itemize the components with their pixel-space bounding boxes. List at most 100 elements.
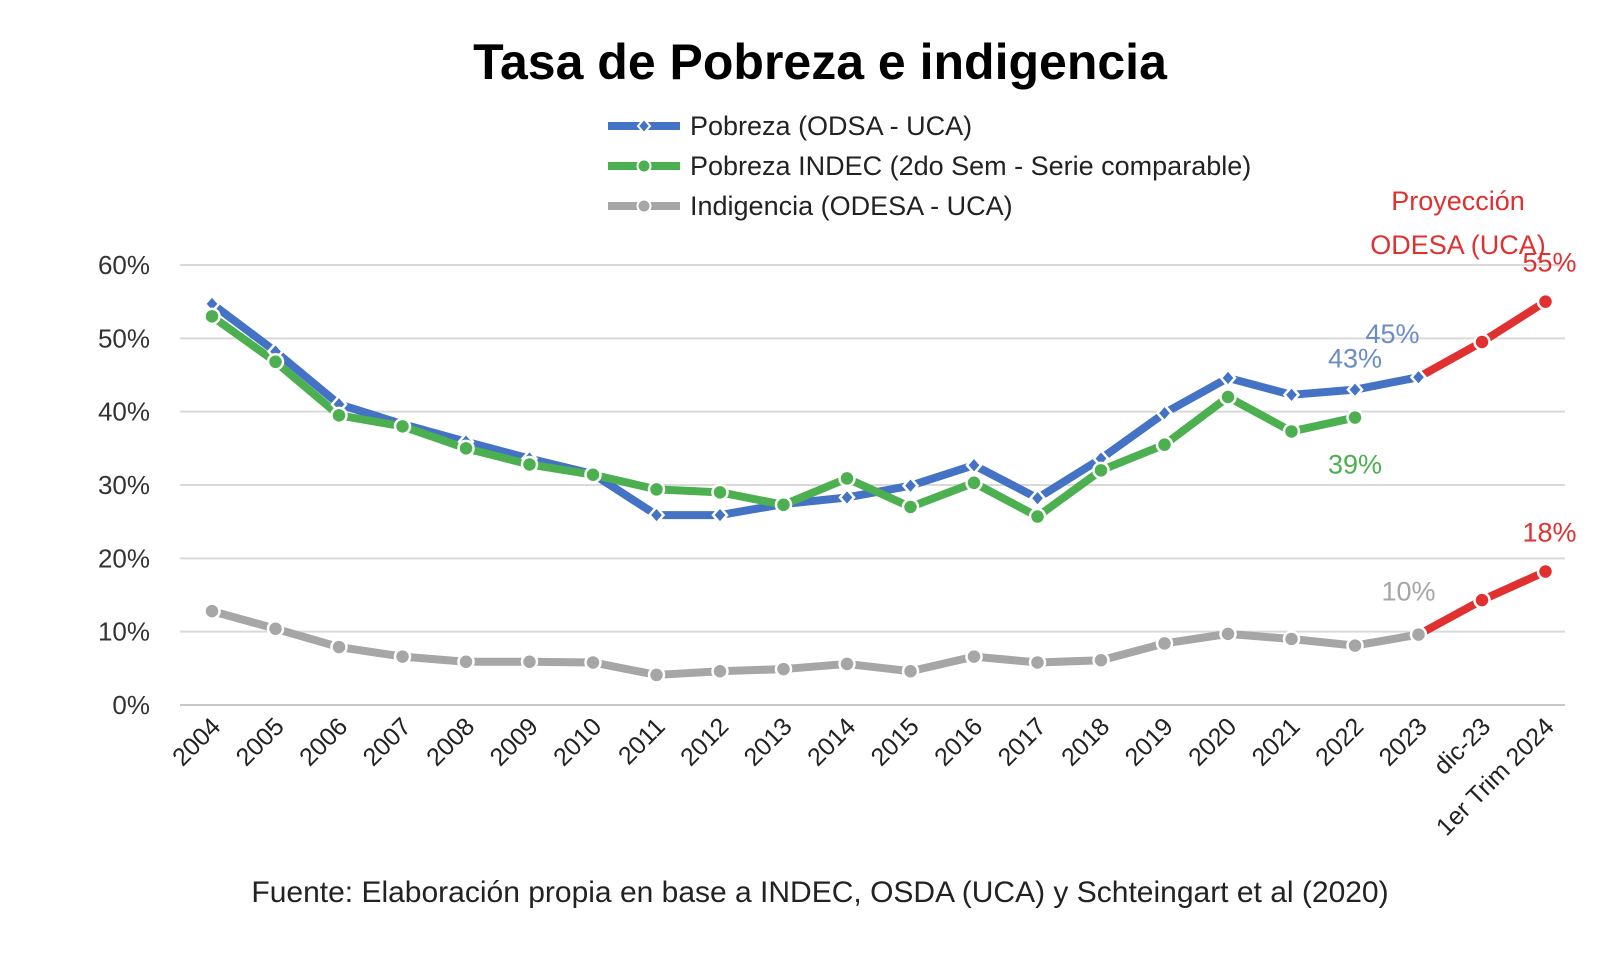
x-tick-label: 2006 — [294, 712, 353, 771]
data-point — [774, 496, 793, 514]
data-point — [1092, 651, 1110, 670]
data-point — [965, 474, 983, 492]
legend-swatch-marker — [636, 158, 652, 174]
data-point — [584, 653, 602, 672]
projection-point — [1473, 591, 1491, 609]
data-point — [1282, 422, 1301, 441]
data-point — [1092, 461, 1110, 480]
source-note: Fuente: Elaboración propia en base a IND… — [251, 876, 1388, 909]
data-point — [711, 483, 729, 502]
data-point — [266, 619, 285, 638]
data-point — [1155, 634, 1174, 653]
data-point — [647, 480, 666, 499]
data-point — [1028, 507, 1047, 526]
data-point — [1219, 388, 1237, 406]
y-tick-label: 20% — [98, 543, 150, 573]
data-point — [647, 666, 666, 684]
data-point — [1028, 488, 1047, 509]
data-point — [1282, 384, 1301, 405]
chart-title: Tasa de Pobreza e indigencia — [473, 34, 1168, 90]
data-point — [266, 353, 285, 371]
data-point — [457, 439, 475, 458]
data-point — [901, 475, 920, 496]
x-tick-label: 2020 — [1183, 712, 1242, 771]
data-point — [330, 638, 348, 656]
legend-swatch-marker — [636, 117, 652, 135]
y-tick-label: 30% — [98, 470, 150, 500]
data-label: 45% — [1365, 319, 1419, 349]
x-tick-label: 2018 — [1056, 712, 1115, 771]
data-point — [647, 505, 666, 525]
projection-point — [1536, 562, 1555, 581]
y-tick-label: 40% — [98, 397, 150, 427]
x-tick-label: 2013 — [739, 712, 798, 771]
data-point — [1219, 368, 1237, 388]
legend-label: Pobreza INDEC (2do Sem - Serie comparabl… — [690, 151, 1251, 181]
y-tick-label: 50% — [98, 323, 150, 353]
series-line — [208, 607, 1423, 679]
data-point — [1219, 625, 1237, 643]
data-point — [774, 660, 793, 678]
data-point — [838, 469, 856, 488]
projection-point — [1536, 292, 1555, 311]
data-point — [1409, 625, 1428, 644]
x-tick-label: 2022 — [1310, 712, 1369, 771]
series-markers — [203, 292, 1555, 684]
series-line — [208, 299, 1423, 520]
data-point — [838, 487, 856, 508]
x-tick-label: 2014 — [802, 712, 861, 771]
data-point — [838, 655, 856, 673]
y-tick-label: 60% — [98, 250, 150, 280]
data-label: 39% — [1328, 450, 1382, 480]
x-tick-label: 2023 — [1374, 712, 1433, 771]
y-tick-label: 0% — [112, 690, 150, 720]
legend-label: Pobreza (ODSA - UCA) — [690, 111, 972, 141]
data-label: 18% — [1522, 518, 1576, 548]
x-tick-label: 2008 — [421, 712, 480, 771]
data-point — [520, 652, 539, 671]
data-point — [457, 652, 475, 671]
projection-label-line2: ODESA (UCA) — [1370, 230, 1546, 260]
data-point — [1346, 408, 1364, 427]
data-point — [393, 647, 412, 666]
x-tick-label: 2017 — [993, 712, 1052, 771]
gridlines — [180, 264, 1565, 706]
y-axis: 0% 10% 20% 30% 40% 50% 60% — [98, 250, 150, 720]
data-point — [1409, 367, 1428, 388]
x-tick-label: 2016 — [929, 712, 988, 771]
x-tick-label: 2011 — [613, 712, 671, 770]
x-tick-label: 2007 — [358, 712, 417, 771]
data-labels: 43%45% 55% 39% 10% 18% — [1328, 248, 1577, 607]
x-tick-label: 2009 — [485, 712, 544, 771]
projection-point — [1473, 333, 1491, 351]
data-point — [965, 647, 983, 666]
x-tick-label: 2021 — [1247, 712, 1306, 771]
data-point — [965, 455, 983, 476]
x-tick-label: 2004 — [167, 712, 226, 771]
data-point — [1282, 630, 1301, 648]
legend-label: Indigencia (ODESA - UCA) — [690, 191, 1013, 221]
data-point — [330, 406, 348, 425]
data-point — [901, 662, 920, 681]
data-point — [203, 602, 221, 620]
x-tick-label: 2010 — [548, 712, 607, 771]
projection-label-line1: Proyección — [1391, 186, 1525, 216]
y-tick-label: 10% — [98, 617, 150, 647]
data-point — [203, 307, 221, 326]
data-point — [1346, 379, 1364, 400]
data-label: 10% — [1381, 577, 1435, 607]
data-point — [520, 455, 539, 474]
data-point — [1028, 653, 1047, 672]
data-point — [393, 417, 412, 436]
x-tick-label: 2015 — [866, 712, 925, 771]
legend: Pobreza (ODSA - UCA) Pobreza INDEC (2do S… — [608, 111, 1251, 221]
data-point — [1346, 636, 1364, 655]
data-point — [711, 505, 729, 525]
legend-swatch-marker — [636, 198, 652, 214]
data-point — [584, 465, 602, 484]
data-label: 55% — [1522, 248, 1576, 278]
x-tick-label: 2005 — [231, 712, 290, 771]
x-tick-label: 2012 — [675, 712, 734, 771]
data-point — [711, 662, 729, 681]
